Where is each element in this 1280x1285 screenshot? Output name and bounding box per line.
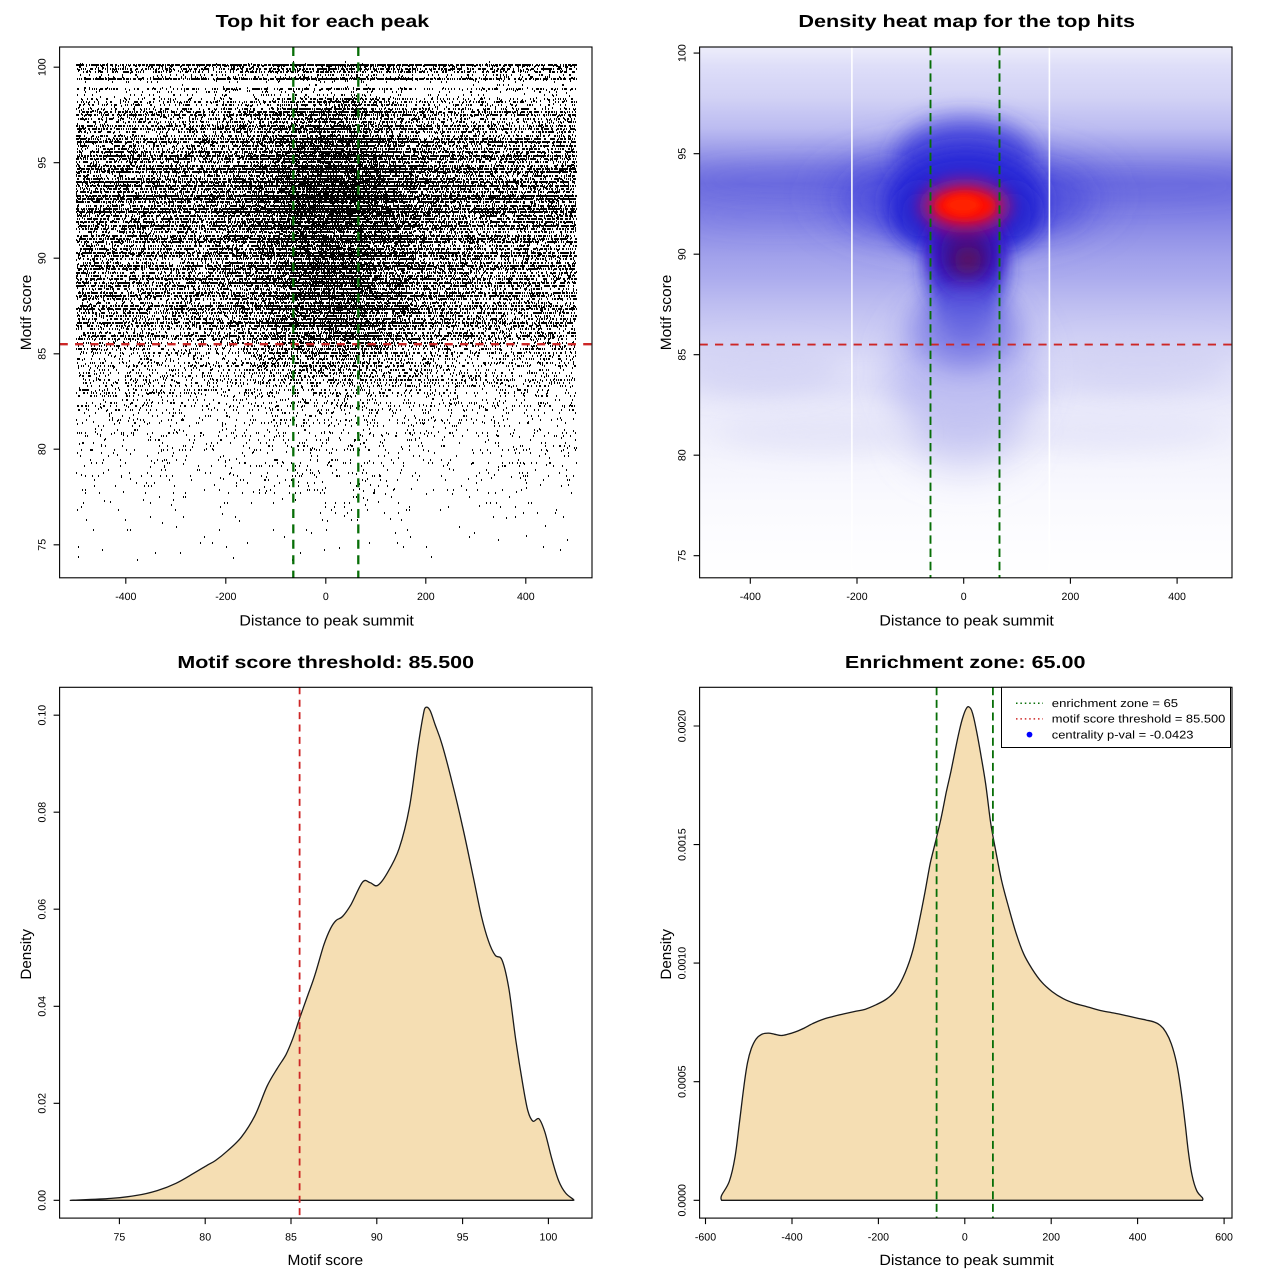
svg-text:0.10: 0.10 <box>36 705 48 726</box>
svg-text:-400: -400 <box>740 591 761 603</box>
svg-text:Motif score threshold: 85.500: Motif score threshold: 85.500 <box>177 652 474 672</box>
svg-text:motif score threshold = 85.500: motif score threshold = 85.500 <box>1052 714 1226 726</box>
svg-text:-200: -200 <box>868 1232 889 1244</box>
svg-text:200: 200 <box>1062 591 1080 603</box>
svg-text:Distance to peak summit: Distance to peak summit <box>879 1253 1054 1269</box>
svg-text:0.04: 0.04 <box>36 996 48 1017</box>
svg-text:-400: -400 <box>781 1232 802 1244</box>
svg-text:75: 75 <box>36 539 48 551</box>
svg-text:75: 75 <box>676 550 688 562</box>
svg-text:0.0015: 0.0015 <box>676 828 688 861</box>
svg-text:0.0010: 0.0010 <box>676 947 688 980</box>
svg-text:centrality p-val = -0.0423: centrality p-val = -0.0423 <box>1052 729 1194 741</box>
svg-text:0.0020: 0.0020 <box>676 710 688 743</box>
svg-text:0.02: 0.02 <box>36 1093 48 1114</box>
svg-text:-400: -400 <box>115 591 136 603</box>
svg-text:90: 90 <box>371 1232 383 1244</box>
svg-text:0.0000: 0.0000 <box>676 1184 688 1217</box>
svg-text:0.00: 0.00 <box>36 1190 48 1211</box>
svg-text:Density: Density <box>659 928 675 979</box>
svg-text:0: 0 <box>961 591 967 603</box>
svg-text:100: 100 <box>676 44 688 62</box>
svg-text:0: 0 <box>962 1232 968 1244</box>
svg-text:100: 100 <box>36 58 48 76</box>
svg-text:400: 400 <box>1129 1232 1147 1244</box>
svg-text:0.08: 0.08 <box>36 802 48 823</box>
svg-text:80: 80 <box>36 443 48 455</box>
svg-text:Distance to peak summit: Distance to peak summit <box>879 613 1054 629</box>
svg-text:95: 95 <box>36 157 48 169</box>
svg-text:Density heat map for the top h: Density heat map for the top hits <box>798 11 1135 31</box>
svg-text:0.0005: 0.0005 <box>676 1065 688 1098</box>
svg-text:Distance to peak summit: Distance to peak summit <box>239 613 414 629</box>
svg-text:-200: -200 <box>215 591 236 603</box>
svg-text:Motif score: Motif score <box>19 275 35 351</box>
svg-text:75: 75 <box>114 1232 126 1244</box>
svg-text:95: 95 <box>457 1232 469 1244</box>
svg-text:85: 85 <box>285 1232 297 1244</box>
svg-text:400: 400 <box>517 591 535 603</box>
svg-text:200: 200 <box>417 591 435 603</box>
svg-text:-600: -600 <box>695 1232 716 1244</box>
svg-text:85: 85 <box>676 349 688 361</box>
svg-text:80: 80 <box>199 1232 211 1244</box>
svg-text:80: 80 <box>676 449 688 461</box>
svg-text:85: 85 <box>36 348 48 360</box>
svg-text:Top hit for each peak: Top hit for each peak <box>216 11 430 31</box>
svg-text:Enrichment zone: 65.00: Enrichment zone: 65.00 <box>845 652 1086 672</box>
svg-text:Motif score: Motif score <box>288 1253 364 1269</box>
svg-text:0.06: 0.06 <box>36 899 48 920</box>
svg-text:90: 90 <box>676 248 688 260</box>
svg-text:90: 90 <box>36 252 48 264</box>
svg-text:Density: Density <box>19 928 35 979</box>
svg-text:Motif score: Motif score <box>659 275 675 351</box>
svg-text:-200: -200 <box>846 591 867 603</box>
svg-text:100: 100 <box>540 1232 558 1244</box>
svg-text:400: 400 <box>1168 591 1186 603</box>
svg-text:95: 95 <box>676 148 688 160</box>
svg-text:200: 200 <box>1042 1232 1060 1244</box>
svg-text:0: 0 <box>323 591 329 603</box>
svg-text:enrichment zone = 65: enrichment zone = 65 <box>1052 698 1178 710</box>
svg-text:600: 600 <box>1215 1232 1233 1244</box>
